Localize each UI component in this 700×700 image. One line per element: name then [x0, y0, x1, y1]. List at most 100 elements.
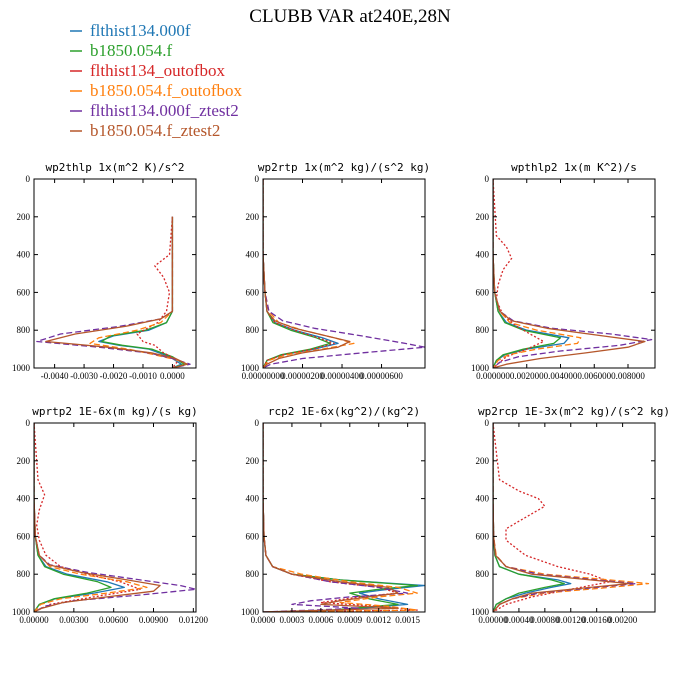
- series-line: [263, 423, 409, 612]
- y-tick-label: 400: [476, 494, 490, 504]
- x-tick-label: -0.0020: [100, 371, 128, 381]
- chart-panel: wpthlp2 1x(m K^2)/s020040060080010000.00…: [471, 161, 656, 381]
- x-tick-label: 0.00160: [582, 615, 612, 625]
- y-tick-label: 200: [246, 456, 260, 466]
- plot-frame: [492, 422, 656, 613]
- series-line: [493, 179, 562, 368]
- legend-label: flthist134.000f: [90, 21, 191, 40]
- x-tick-label: 0.00900: [139, 615, 169, 625]
- series-line: [263, 179, 331, 368]
- series-line: [34, 423, 112, 612]
- x-tick-label: 0.004000: [544, 371, 578, 381]
- legend-label: b1850.054.f_ztest2: [90, 121, 220, 140]
- series-line: [493, 179, 646, 368]
- chart-panel: wp2rtp 1x(m^2 kg)/(s^2 kg)0 200 400 600 800 1…: [241, 161, 430, 381]
- y-tick-label: 800: [17, 325, 31, 335]
- x-tick-label: 0.00000: [19, 615, 49, 625]
- x-tick-label: 0.00040: [504, 615, 534, 625]
- chart-panel: wp2rcp 1E-3x(m^2 kg)/(s^2 kg)0 200 400 600 8…: [471, 405, 670, 625]
- panel-title: wp2thlp 1x(m^2 K)/s^2: [45, 161, 184, 174]
- x-tick-label: -0.0030: [70, 371, 98, 381]
- y-tick-label: 0: [485, 418, 490, 428]
- x-tick-label: 0.0015: [395, 615, 420, 625]
- y-tick-label: 1000: [241, 363, 260, 373]
- y-tick-label: 400: [246, 250, 260, 260]
- plot-frame: [262, 422, 426, 613]
- y-tick-label: 800: [476, 569, 490, 579]
- legend: flthist134.000fb1850.054.fflthist134_out…: [70, 21, 243, 140]
- panel-title: wp2rtp 1x(m^2 kg)/(s^2 kg): [258, 161, 430, 174]
- x-tick-label: 0.008000: [611, 371, 645, 381]
- series-line: [263, 179, 351, 368]
- y-tick-label: 1000: [12, 607, 31, 617]
- y-tick-label: 800: [246, 569, 260, 579]
- y-tick-label: 800: [476, 325, 490, 335]
- y-tick-label: 0: [485, 174, 490, 184]
- y-tick-label: 600: [246, 531, 260, 541]
- chart-panel: rcp2 1E-6x(kg^2)/(kg^2) 0 200 400 600 800 1000…: [241, 405, 426, 625]
- series-line: [493, 179, 582, 368]
- x-tick-label: 0.000000: [476, 371, 510, 381]
- chart-panel: wprtp2 1E-6x(m kg)/(s kg)0 200 400 600 800 10…: [12, 405, 208, 625]
- plot-frame: [492, 178, 656, 369]
- series-line: [493, 423, 572, 612]
- y-tick-label: 800: [246, 325, 260, 335]
- x-tick-label: 0.00080: [530, 615, 560, 625]
- x-tick-label: 0.0006: [308, 615, 333, 625]
- series-line: [36, 216, 191, 368]
- y-tick-label: 600: [476, 287, 490, 297]
- x-tick-label: -0.0010: [129, 371, 157, 381]
- series-line: [34, 423, 161, 612]
- chart-panel: wp2thlp 1x(m^2 K)/s^2 0 200 400 600 800 1000 -0…: [12, 161, 197, 381]
- y-tick-label: 200: [476, 212, 490, 222]
- series-line: [263, 423, 418, 612]
- x-tick-label: 0.00120: [556, 615, 586, 625]
- figure-title: CLUBB VAR at240E,28N: [249, 6, 451, 27]
- y-tick-label: 1000: [471, 607, 490, 617]
- series-line: [98, 216, 182, 368]
- y-tick-label: 1000: [241, 607, 260, 617]
- series-line: [34, 423, 148, 612]
- y-tick-label: 600: [476, 531, 490, 541]
- x-tick-label: 0.0000: [251, 615, 276, 625]
- y-tick-label: 0: [26, 418, 31, 428]
- x-tick-label: 0.0009: [337, 615, 362, 625]
- x-tick-label: 0.002000: [510, 371, 544, 381]
- series-line: [34, 423, 141, 612]
- x-tick-label: 0.00000000: [242, 371, 285, 381]
- series-line: [493, 423, 611, 612]
- series-line: [34, 423, 196, 612]
- panel-title: wpthlp2 1x(m K^2)/s: [511, 161, 637, 174]
- y-tick-label: 400: [476, 250, 490, 260]
- y-tick-label: 400: [17, 250, 31, 260]
- legend-label: b1850.054.f: [90, 41, 173, 60]
- y-tick-label: 600: [246, 287, 260, 297]
- plot-frame: [33, 422, 197, 613]
- x-tick-label: 0.00000400: [321, 371, 364, 381]
- legend-label: flthist134_outofbox: [90, 61, 226, 80]
- series-line: [263, 179, 335, 368]
- y-tick-label: 0: [26, 174, 31, 184]
- x-tick-label: 0.00000600: [360, 371, 403, 381]
- x-tick-label: 0.00000200: [281, 371, 324, 381]
- y-tick-label: 0: [255, 418, 260, 428]
- panels: wp2thlp 1x(m^2 K)/s^2 0 200 400 600 800 1000 -0…: [12, 161, 670, 625]
- x-tick-label: 0.006000: [577, 371, 611, 381]
- legend-label: flthist134.000f_ztest2: [90, 101, 239, 120]
- y-tick-label: 200: [17, 456, 31, 466]
- legend-label: b1850.054.f_outofbox: [90, 81, 243, 100]
- x-tick-label: -0.0040: [41, 371, 69, 381]
- y-tick-label: 1000: [12, 363, 31, 373]
- panel-title: wprtp2 1E-6x(m kg)/(s kg): [32, 405, 198, 418]
- y-tick-label: 600: [17, 531, 31, 541]
- y-tick-label: 800: [17, 569, 31, 579]
- series-line: [263, 179, 355, 368]
- series-line: [34, 423, 125, 612]
- x-tick-label: 0.00200: [608, 615, 638, 625]
- series-line: [263, 179, 339, 368]
- x-tick-label: 0.0000: [160, 371, 185, 381]
- plot-frame: [33, 178, 197, 369]
- plot-frame: [262, 178, 426, 369]
- x-tick-label: 0.0003: [280, 615, 305, 625]
